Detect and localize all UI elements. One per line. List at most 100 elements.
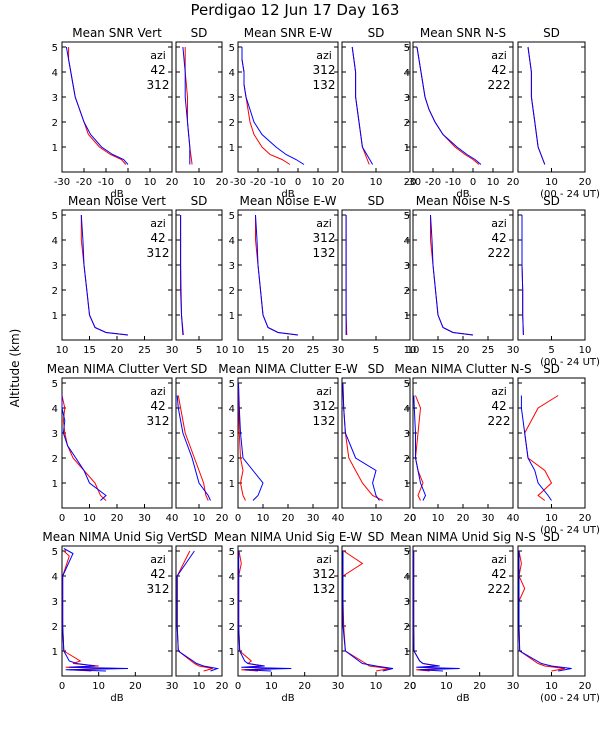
figure-title: Perdigao 12 Jun 17 Day 163 <box>191 1 400 19</box>
series-line-222 <box>430 214 474 336</box>
ut-range-label: (00 - 24 UT) <box>540 693 600 704</box>
x-tick-label: 10 <box>232 345 245 356</box>
y-tick-label: 4 <box>404 404 410 415</box>
panel-frame <box>237 41 339 173</box>
x-axis-label: dB <box>281 189 294 200</box>
y-tick-label: 4 <box>404 236 410 247</box>
panel-frame <box>412 545 514 677</box>
x-tick-label: 10 <box>83 513 96 524</box>
x-tick-label: 10 <box>545 513 558 524</box>
series-line-312 <box>342 550 390 672</box>
series-line-42 <box>413 551 447 672</box>
series-line-222 <box>527 46 546 165</box>
y-tick-label: 3 <box>404 597 410 608</box>
legend-entry: 312 <box>313 567 336 581</box>
x-tick-label: 15 <box>432 345 445 356</box>
x-tick-label: -20 <box>250 177 266 188</box>
y-tick-label: 4 <box>52 236 58 247</box>
panel-title: SD <box>191 530 208 544</box>
legend-entry: 312 <box>147 582 170 596</box>
y-tick-label: 3 <box>229 261 235 272</box>
x-tick-label: 30 <box>307 513 320 524</box>
series-line-312 <box>62 548 129 672</box>
x-tick-label: 20 <box>216 177 229 188</box>
x-tick-label: 0 <box>235 513 241 524</box>
legend-entry: 222 <box>488 582 511 596</box>
legend-entry: 42 <box>150 63 165 77</box>
legend-entry: 42 <box>491 231 506 245</box>
series-line-312 <box>80 214 129 336</box>
panel-sd: SD 5 10 <box>341 194 416 356</box>
x-tick-label: 10 <box>579 345 592 356</box>
series-line-222 <box>416 46 482 165</box>
x-tick-label: 10 <box>257 513 270 524</box>
legend-entry: 222 <box>488 78 511 92</box>
x-tick-label: 20 <box>457 345 470 356</box>
y-tick-label: 4 <box>229 236 235 247</box>
panel-sd: SD 10 20(00 - 24 UT) <box>517 362 600 536</box>
legend-header: azi <box>491 553 507 566</box>
x-axis-label: dB <box>110 189 123 200</box>
panel-frame <box>61 545 173 677</box>
series-line-132 <box>351 46 374 165</box>
panel-title: SD <box>368 530 385 544</box>
x-tick-label: 10 <box>193 513 206 524</box>
x-tick-label: 0 <box>410 681 416 692</box>
y-tick-label: 3 <box>404 261 410 272</box>
y-tick-label: 2 <box>404 622 410 633</box>
ut-range-label: (00 - 24 UT) <box>540 357 600 368</box>
x-tick-label: 20 <box>404 177 417 188</box>
legend-entry: 132 <box>313 582 336 596</box>
x-tick-label: 0 <box>295 177 301 188</box>
y-tick-label: 3 <box>229 597 235 608</box>
y-tick-label: 2 <box>404 286 410 297</box>
y-tick-label: 2 <box>52 454 58 465</box>
y-tick-label: 4 <box>52 572 58 583</box>
legend-entry: 42 <box>491 567 506 581</box>
x-axis-label: dB <box>281 693 294 704</box>
legend-entry: 132 <box>313 414 336 428</box>
x-tick-label: 0 <box>235 681 241 692</box>
series-line-42 <box>68 47 127 165</box>
legend-entry: 42 <box>150 567 165 581</box>
x-tick-label: 20 <box>473 681 486 692</box>
series-line-132 <box>342 382 380 501</box>
y-tick-label: 3 <box>52 261 58 272</box>
panel-title: SD <box>191 194 208 208</box>
y-tick-label: 3 <box>229 429 235 440</box>
series-line-132 <box>238 551 292 672</box>
x-tick-label: 20 <box>216 513 229 524</box>
legend-entry: 312 <box>147 246 170 260</box>
series-line-222 <box>413 551 460 672</box>
ut-range-label: (00 - 24 UT) <box>540 525 600 536</box>
legend-header: azi <box>150 217 166 230</box>
panel-mean: Mean SNR E-W 1 2 3 4 5 -30 -20 -10 0 10 20 dB azi3121… <box>229 26 345 200</box>
y-tick-label: 5 <box>229 211 235 222</box>
panel-title: Mean NIMA Clutter Vert <box>47 362 188 376</box>
y-tick-label: 3 <box>229 93 235 104</box>
panel-title: Mean Noise E-W <box>240 194 337 208</box>
panel-frame <box>341 41 411 173</box>
x-tick-label: 10 <box>545 681 558 692</box>
y-tick-label: 5 <box>404 379 410 390</box>
legend-header: azi <box>150 49 166 62</box>
panel-mean: Mean NIMA Clutter E-W 1 2 3 4 5 0 10 20 30 40 azi31… <box>218 362 358 524</box>
x-tick-label: 10 <box>407 345 420 356</box>
panel-title: Mean SNR Vert <box>72 26 162 40</box>
y-tick-label: 5 <box>52 379 58 390</box>
y-tick-label: 4 <box>52 404 58 415</box>
panel-title: SD <box>368 26 385 40</box>
y-tick-label: 5 <box>229 43 235 54</box>
series-line-42 <box>430 215 474 336</box>
series-line-42 <box>414 395 424 501</box>
x-tick-label: 10 <box>216 345 229 356</box>
panel-title: Mean NIMA Unid Sig Vert <box>42 530 192 544</box>
series-line-42 <box>416 46 480 165</box>
x-tick-label: 10 <box>56 345 69 356</box>
legend-header: azi <box>491 49 507 62</box>
panel-title: Mean SNR N-S <box>420 26 506 40</box>
